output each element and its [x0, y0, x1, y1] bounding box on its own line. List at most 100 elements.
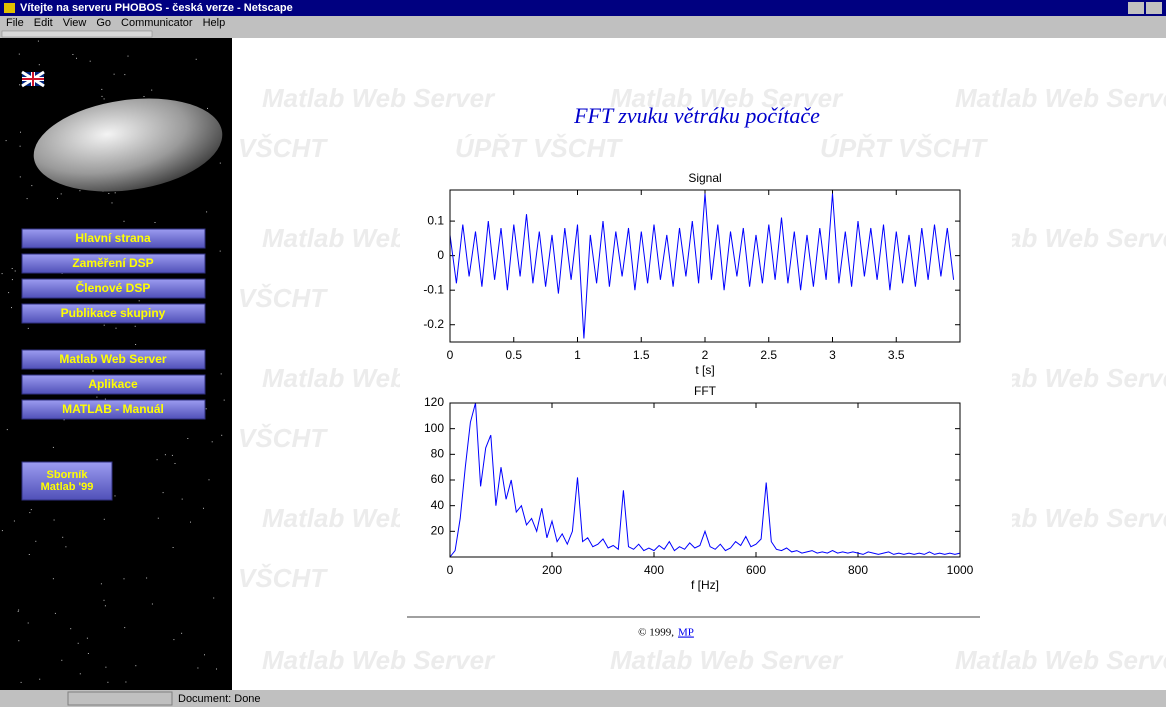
star — [53, 519, 55, 521]
nav-button-label[interactable]: Aplikace — [88, 377, 138, 391]
star — [135, 665, 137, 667]
menu-item[interactable]: Help — [203, 17, 226, 29]
maximize-button[interactable] — [1146, 2, 1162, 14]
star — [124, 74, 126, 76]
proceedings-label[interactable]: Matlab '99 — [41, 481, 94, 493]
watermark: Matlab Web Server — [610, 83, 844, 113]
star — [113, 73, 115, 75]
proceedings-button[interactable] — [21, 461, 113, 501]
star — [39, 678, 41, 680]
star — [208, 479, 210, 481]
window-title: Vítejte na serveru PHOBOS - česká verze … — [20, 2, 293, 14]
star — [107, 681, 109, 683]
star — [52, 578, 54, 580]
toolbar-grip — [1, 30, 153, 38]
star — [172, 547, 174, 548]
y-tick-label: 0.1 — [427, 213, 444, 227]
x-tick-label: 0 — [447, 348, 454, 362]
star — [13, 520, 15, 522]
minimize-button[interactable] — [1128, 2, 1144, 14]
status-text: Document: Done — [178, 693, 261, 705]
star — [162, 492, 164, 494]
star — [14, 270, 16, 272]
copyright: © 1999, — [638, 627, 674, 639]
star — [103, 98, 105, 100]
data-line — [449, 193, 955, 339]
asteroid-image — [33, 98, 223, 192]
star — [101, 95, 103, 97]
star — [216, 668, 217, 670]
nav-button[interactable] — [21, 349, 206, 370]
star — [111, 202, 113, 204]
star — [11, 268, 13, 269]
nav-button-label[interactable]: Hlavní strana — [75, 231, 151, 245]
menu-item[interactable]: Communicator — [121, 17, 193, 29]
star — [213, 597, 215, 599]
watermark: VŠCHT — [238, 423, 328, 453]
x-tick-label: 200 — [542, 563, 562, 577]
star — [27, 622, 29, 624]
star — [203, 507, 204, 509]
proceedings-label[interactable]: Sborník — [47, 469, 89, 481]
star — [125, 681, 127, 683]
star — [103, 518, 105, 520]
watermark: VŠCHT — [238, 563, 328, 593]
menu-item[interactable]: Edit — [34, 17, 53, 29]
nav-button[interactable] — [21, 374, 206, 395]
uk-flag[interactable] — [21, 70, 45, 88]
x-tick-label: 1 — [574, 348, 581, 362]
star — [18, 53, 20, 55]
star — [30, 509, 32, 511]
star — [123, 220, 125, 222]
star — [92, 370, 94, 372]
star — [11, 307, 12, 309]
star — [219, 162, 221, 164]
chart-title: Signal — [688, 171, 721, 185]
star — [96, 396, 98, 398]
nav-button[interactable] — [21, 253, 206, 274]
nav-button[interactable] — [21, 278, 206, 299]
star — [101, 88, 103, 90]
author-link[interactable]: MP — [678, 627, 694, 639]
star — [157, 517, 159, 519]
y-tick-label: 80 — [431, 447, 445, 461]
star — [20, 131, 21, 133]
star — [220, 373, 222, 375]
x-axis-label: f [Hz] — [691, 578, 719, 592]
star — [89, 60, 91, 62]
star — [20, 681, 22, 683]
star — [181, 632, 183, 634]
star — [11, 279, 13, 281]
nav-button-label[interactable]: Členové DSP — [76, 280, 151, 295]
nav-button[interactable] — [21, 303, 206, 324]
star — [60, 193, 62, 195]
star — [104, 398, 106, 400]
star — [19, 145, 21, 147]
menu-item[interactable]: Go — [96, 17, 111, 29]
star — [8, 292, 10, 294]
star — [27, 327, 29, 329]
x-tick-label: 2 — [702, 348, 709, 362]
star — [127, 55, 129, 57]
menu-item[interactable]: View — [63, 17, 87, 29]
status-bar — [0, 690, 1166, 707]
nav-button[interactable] — [21, 399, 206, 420]
app-icon — [4, 3, 15, 13]
nav-button-label[interactable]: Zaměření DSP — [72, 256, 153, 270]
star — [211, 441, 213, 443]
star — [26, 198, 28, 200]
star — [164, 454, 166, 456]
watermark: Matlab Web Server — [610, 645, 844, 675]
star — [134, 325, 136, 327]
x-tick-label: 1.5 — [633, 348, 650, 362]
star — [171, 454, 173, 456]
nav-button-label[interactable]: Matlab Web Server — [59, 352, 166, 366]
star — [151, 89, 153, 91]
nav-button[interactable] — [21, 228, 206, 249]
y-tick-label: 100 — [424, 421, 444, 435]
star — [135, 344, 137, 345]
menu-item[interactable]: File — [6, 17, 24, 29]
nav-button-label[interactable]: MATLAB - Manuál — [62, 402, 164, 416]
nav-button-label[interactable]: Publikace skupiny — [61, 306, 166, 320]
star — [61, 659, 63, 661]
